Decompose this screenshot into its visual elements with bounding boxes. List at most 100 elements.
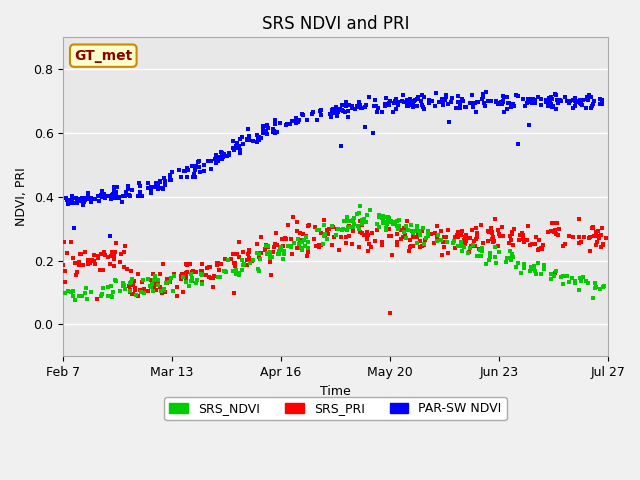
Point	[103, 253, 113, 261]
Point	[125, 287, 135, 295]
Point	[560, 93, 570, 101]
Point	[301, 233, 311, 241]
Point	[355, 217, 365, 225]
Point	[354, 225, 364, 233]
Point	[245, 256, 255, 264]
Point	[441, 93, 451, 101]
Point	[549, 91, 559, 98]
Point	[104, 192, 114, 200]
Point	[206, 274, 216, 282]
Point	[544, 98, 554, 106]
Point	[499, 93, 509, 101]
Point	[400, 231, 410, 239]
Point	[383, 214, 394, 221]
Point	[513, 140, 523, 147]
Point	[453, 98, 463, 106]
Point	[404, 97, 414, 105]
Point	[220, 255, 230, 263]
Point	[151, 287, 161, 294]
Point	[585, 233, 595, 240]
Point	[165, 172, 175, 180]
Point	[435, 236, 445, 244]
Point	[100, 252, 110, 259]
Point	[336, 233, 346, 240]
Point	[595, 96, 605, 103]
Point	[598, 284, 609, 291]
Point	[405, 101, 415, 108]
Point	[484, 228, 494, 236]
Point	[508, 100, 518, 108]
Point	[446, 98, 456, 106]
Point	[519, 261, 529, 268]
Point	[536, 102, 546, 109]
Point	[79, 198, 89, 205]
Point	[483, 97, 493, 105]
Point	[468, 237, 479, 245]
Point	[95, 250, 106, 258]
Point	[536, 270, 546, 277]
Point	[457, 247, 467, 255]
Point	[570, 103, 580, 110]
Point	[293, 118, 303, 126]
Point	[353, 243, 364, 251]
Point	[433, 231, 443, 239]
Point	[266, 271, 276, 279]
Point	[408, 100, 418, 108]
Point	[64, 196, 74, 204]
Point	[558, 242, 568, 250]
Point	[99, 191, 109, 198]
Point	[180, 261, 191, 268]
Point	[426, 230, 436, 238]
Point	[332, 225, 342, 232]
Point	[68, 254, 78, 262]
Point	[276, 243, 286, 251]
Point	[236, 135, 246, 143]
Point	[576, 276, 586, 284]
Point	[319, 232, 329, 240]
Point	[102, 292, 113, 300]
Point	[71, 194, 81, 202]
Point	[220, 267, 230, 275]
Point	[133, 271, 143, 278]
Point	[83, 256, 93, 264]
Point	[218, 150, 228, 158]
Point	[327, 106, 337, 114]
Point	[405, 221, 415, 228]
Point	[338, 225, 348, 232]
Point	[211, 152, 221, 159]
Point	[106, 248, 116, 256]
Point	[314, 226, 324, 234]
Point	[138, 276, 148, 284]
Point	[237, 266, 247, 274]
Point	[185, 260, 195, 268]
Point	[401, 234, 411, 242]
Point	[232, 140, 242, 148]
Point	[461, 238, 471, 245]
Point	[86, 288, 97, 295]
Point	[402, 217, 412, 225]
Point	[109, 188, 120, 195]
Point	[546, 100, 556, 108]
Point	[244, 132, 254, 140]
Point	[319, 216, 329, 224]
Point	[460, 240, 470, 247]
Point	[567, 275, 577, 282]
Point	[431, 237, 442, 245]
Point	[152, 277, 163, 285]
Point	[394, 216, 404, 224]
Point	[342, 227, 353, 234]
Point	[528, 95, 538, 102]
Point	[117, 198, 127, 206]
Point	[260, 245, 271, 253]
Point	[85, 259, 95, 267]
Point	[101, 192, 111, 200]
Point	[441, 92, 451, 100]
Point	[211, 153, 221, 160]
Point	[452, 242, 463, 250]
Point	[181, 164, 191, 172]
Point	[196, 271, 207, 278]
Point	[536, 95, 546, 103]
Point	[146, 283, 156, 291]
Point	[234, 238, 244, 246]
Point	[154, 281, 164, 289]
